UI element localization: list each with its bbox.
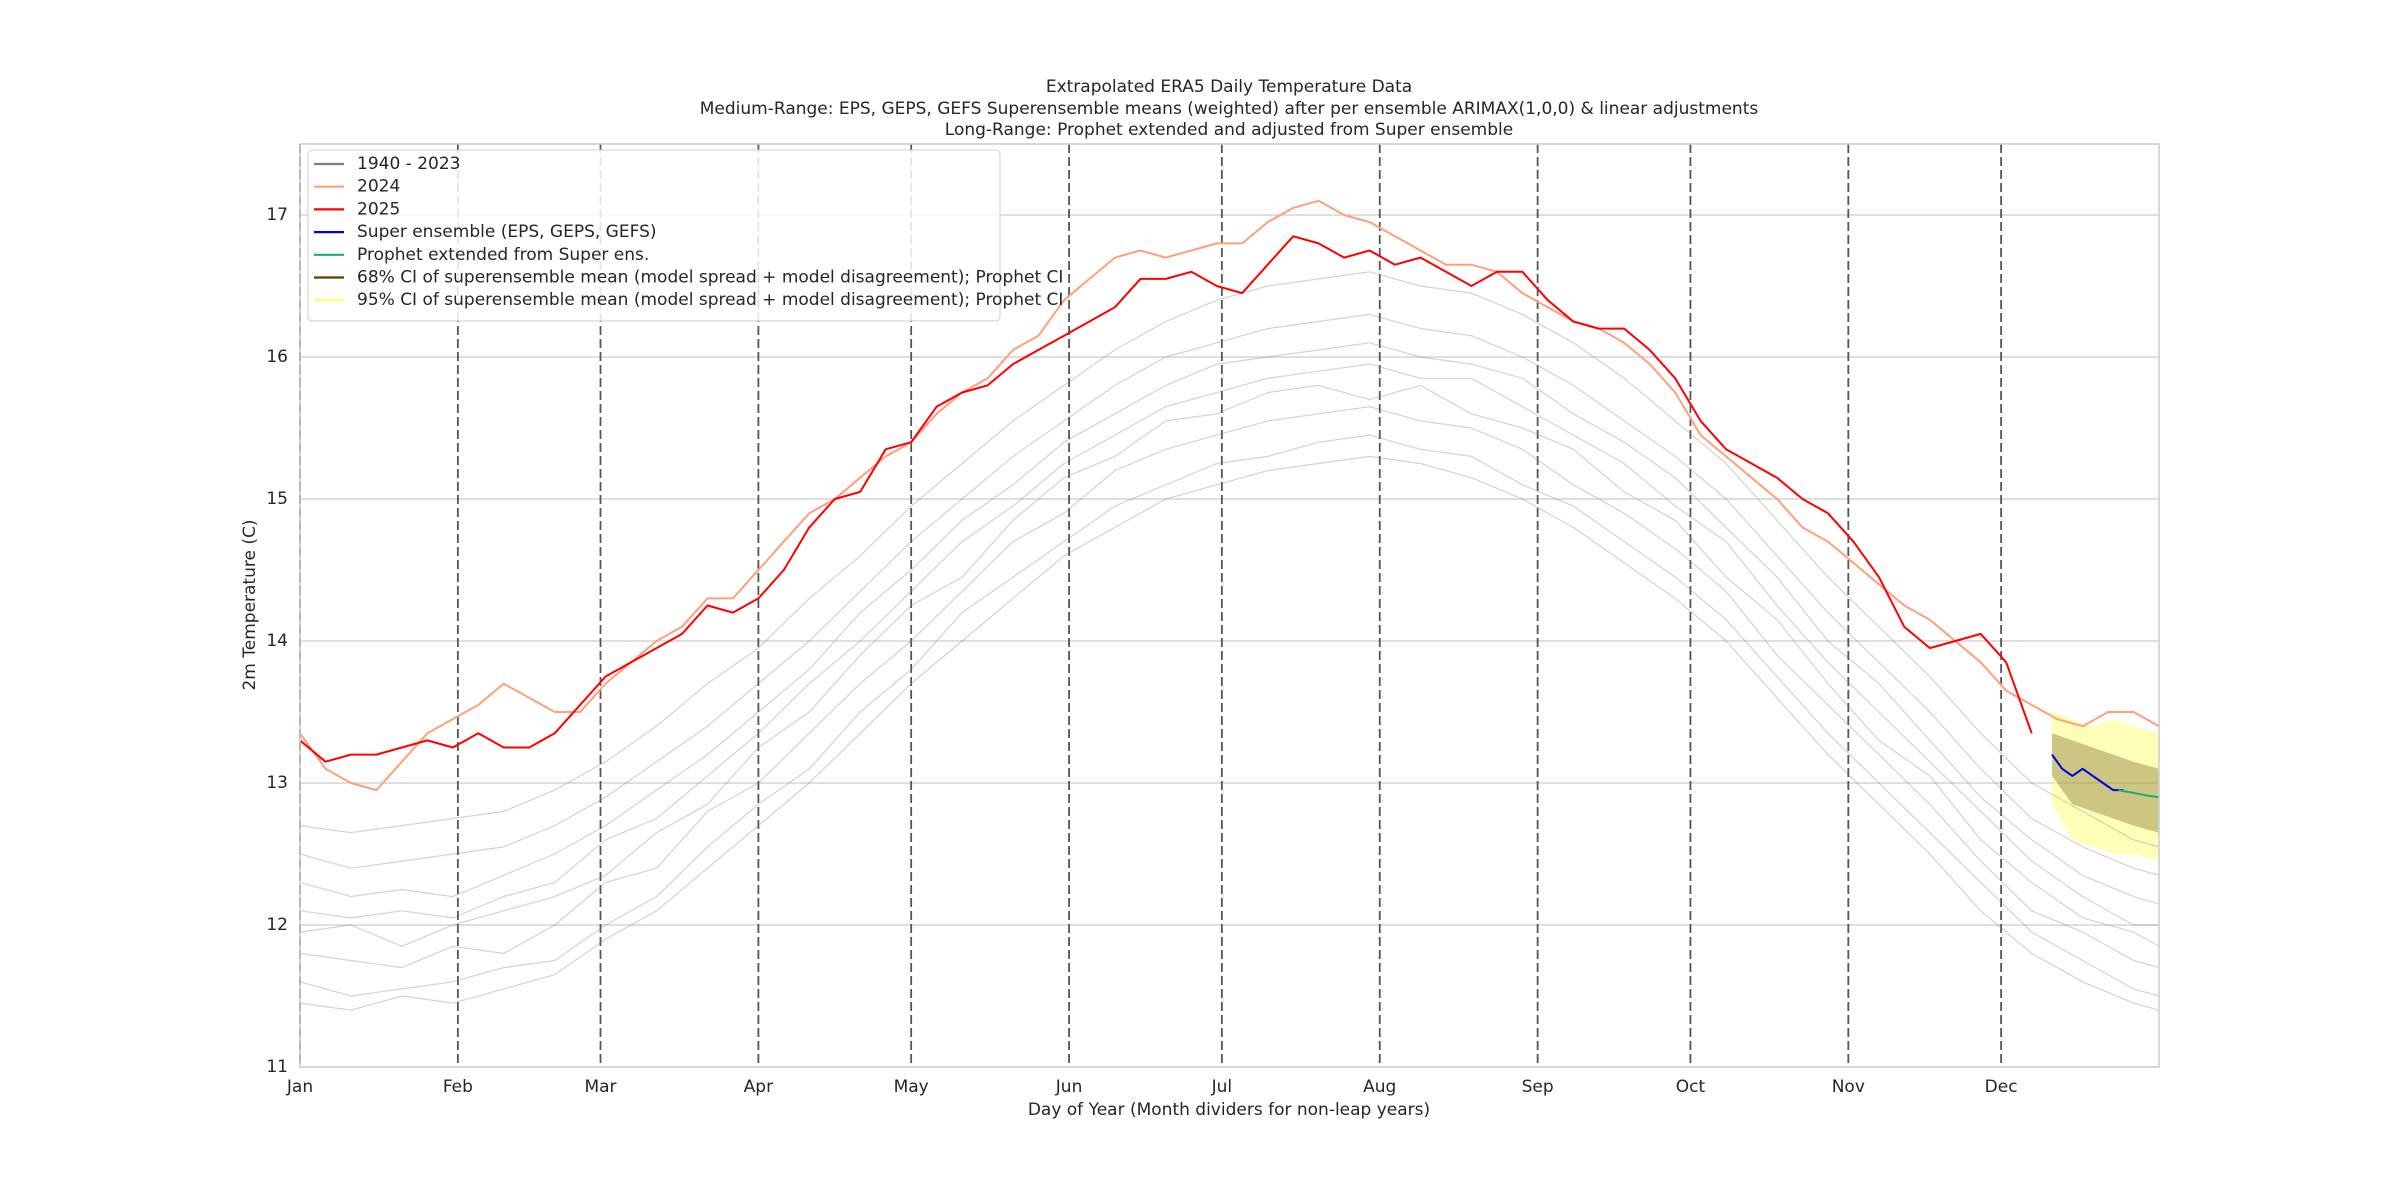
x-tick-label: Nov	[1832, 1077, 1865, 1097]
legend-label: 2025	[357, 199, 400, 219]
historical-line	[300, 342, 2159, 905]
y-tick-label: 13	[266, 773, 288, 793]
series-line	[300, 235, 2033, 763]
series-line	[2051, 754, 2124, 792]
y-tick-label: 11	[266, 1057, 288, 1077]
x-tick-label: Mar	[584, 1077, 616, 1097]
x-tick-label: Apr	[744, 1077, 773, 1097]
legend-label: Super ensemble (EPS, GEPS, GEFS)	[357, 222, 657, 242]
legend-label: 95% CI of superensemble mean (model spre…	[357, 290, 1063, 310]
historical-line	[300, 455, 2159, 1011]
plot-area	[300, 199, 2159, 1011]
legend-label: 2024	[357, 177, 400, 197]
y-tick-label: 14	[266, 631, 288, 651]
legend-label: 68% CI of superensemble mean (model spre…	[357, 268, 1063, 288]
historical-line	[300, 363, 2159, 926]
y-tick-label: 17	[266, 205, 288, 225]
x-tick-label: May	[894, 1077, 929, 1097]
legend-label: 1940 - 2023	[357, 154, 460, 174]
series-line	[2118, 789, 2159, 799]
chart-subtitle: Medium-Range: EPS, GEPS, GEFS Superensem…	[700, 99, 1759, 119]
legend-label: Prophet extended from Super ens.	[357, 245, 649, 265]
x-tick-label: Jul	[1211, 1077, 1233, 1097]
x-tick-label: Sep	[1522, 1077, 1554, 1097]
y-tick-label: 12	[266, 915, 288, 935]
historical-line	[300, 313, 2159, 876]
chart-subtitle: Long-Range: Prophet extended and adjuste…	[945, 120, 1513, 140]
ci-band	[2052, 733, 2159, 833]
x-tick-label: Aug	[1363, 1077, 1396, 1097]
historical-line	[300, 434, 2159, 997]
series-line	[300, 199, 2159, 792]
x-tick-label: Dec	[1985, 1077, 2018, 1097]
legend-box	[307, 149, 1001, 322]
y-axis-label: 2m Temperature (C)	[240, 519, 260, 690]
chart-title: Extrapolated ERA5 Daily Temperature Data	[1046, 77, 1412, 97]
y-tick-label: 16	[266, 347, 288, 367]
plot-frame	[299, 143, 2160, 1068]
historical-line	[300, 406, 2159, 969]
historical-line	[300, 384, 2159, 947]
historical-line	[300, 271, 2159, 848]
x-tick-label: Jan	[286, 1077, 313, 1097]
x-axis-label: Day of Year (Month dividers for non-leap…	[1028, 1100, 1430, 1120]
x-tick-label: Jun	[1055, 1077, 1083, 1097]
ci-band	[2052, 712, 2159, 862]
y-tick-label: 15	[266, 489, 288, 509]
x-tick-label: Feb	[443, 1077, 473, 1097]
x-tick-label: Oct	[1676, 1077, 1706, 1097]
